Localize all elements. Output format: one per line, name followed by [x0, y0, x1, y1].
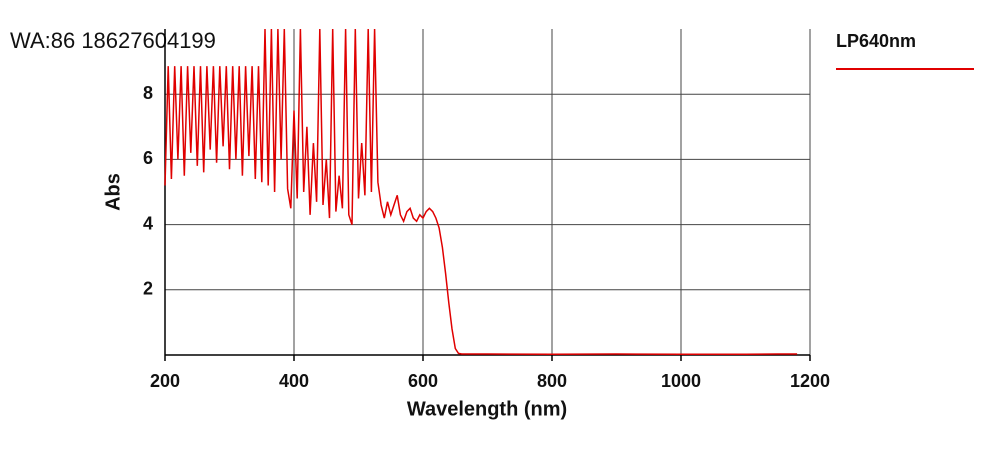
x-tick-label: 400: [279, 371, 309, 391]
y-tick-label: 8: [143, 83, 153, 103]
y-tick-label: 4: [143, 213, 153, 233]
x-tick-label: 1000: [661, 371, 701, 391]
watermark: WA:86 18627604199: [10, 28, 216, 53]
y-tick-label: 2: [143, 279, 153, 299]
x-tick-label: 1200: [790, 371, 830, 391]
data-line: [164, 28, 798, 356]
legend-label: LP640nm: [836, 31, 916, 51]
x-tick-label: 200: [150, 371, 180, 391]
x-tick-label: 600: [408, 371, 438, 391]
x-tick-label: 800: [537, 371, 567, 391]
x-axis-label: Wavelength (nm): [407, 398, 567, 420]
y-axis-label: Abs: [102, 173, 124, 211]
y-tick-label: 6: [143, 148, 153, 168]
